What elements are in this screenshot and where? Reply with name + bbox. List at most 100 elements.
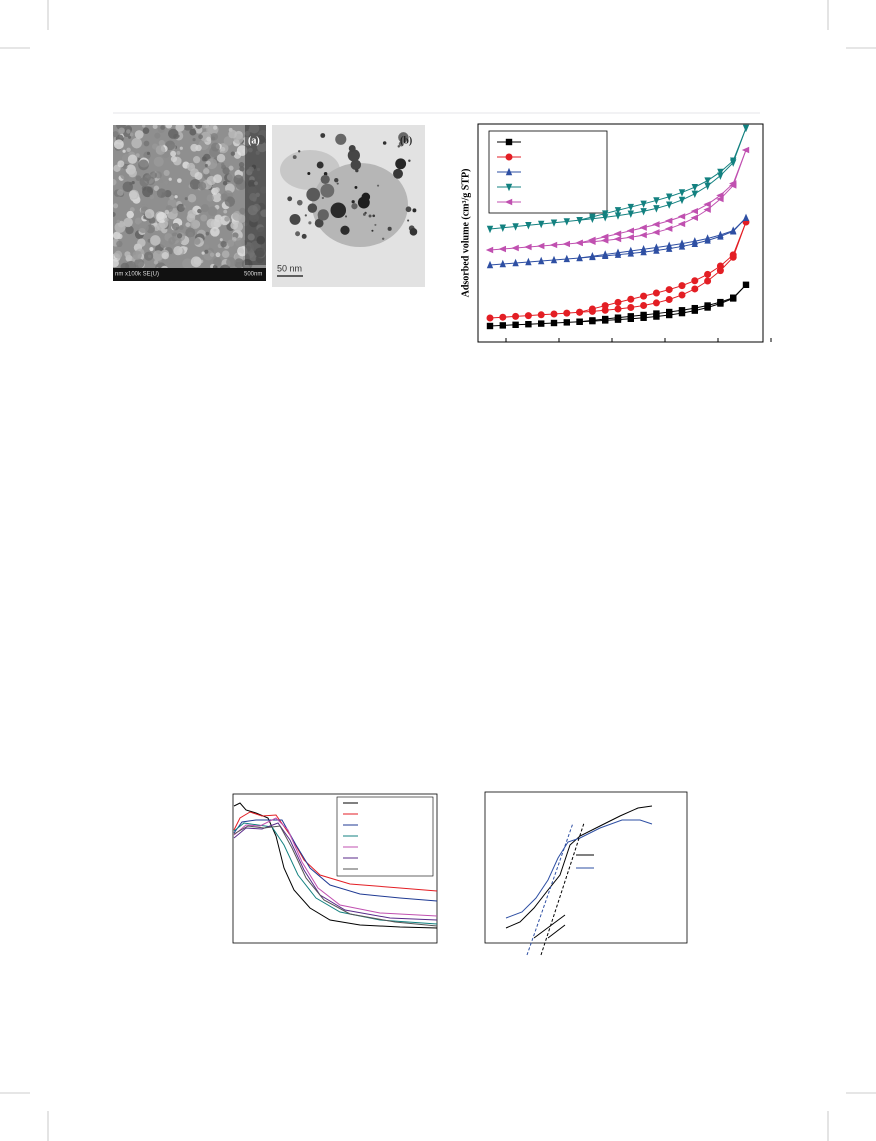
grain bbox=[234, 237, 245, 247]
isotherm-marker bbox=[666, 193, 673, 201]
isotherm-marker bbox=[511, 244, 519, 252]
isotherm-marker bbox=[639, 224, 647, 231]
grain bbox=[223, 136, 234, 146]
isotherm-marker bbox=[613, 230, 622, 237]
isotherm-marker bbox=[537, 242, 545, 250]
grain bbox=[176, 233, 183, 239]
grain bbox=[183, 246, 188, 251]
legend-marker bbox=[505, 138, 513, 146]
grain bbox=[210, 227, 220, 237]
grain bbox=[134, 217, 143, 225]
grain bbox=[143, 140, 150, 147]
particle bbox=[409, 228, 418, 236]
grain bbox=[150, 235, 161, 246]
grain bbox=[117, 160, 125, 168]
isotherm-marker bbox=[588, 236, 596, 244]
isotherm-marker bbox=[704, 182, 711, 191]
grain bbox=[203, 243, 210, 250]
isotherm-marker bbox=[499, 259, 506, 268]
grain bbox=[144, 209, 155, 219]
tem-image bbox=[272, 125, 425, 287]
particle bbox=[335, 133, 347, 145]
isotherm-marker bbox=[486, 260, 494, 269]
isotherm-marker bbox=[550, 310, 558, 318]
grain bbox=[200, 214, 208, 222]
isotherm-marker bbox=[602, 315, 609, 323]
sem-image bbox=[113, 125, 266, 281]
particle bbox=[355, 168, 359, 173]
grain bbox=[206, 136, 212, 142]
grain bbox=[206, 194, 214, 202]
sem-scale: 500nm bbox=[244, 272, 262, 278]
grain bbox=[152, 125, 158, 130]
grain bbox=[190, 143, 199, 152]
isotherm-marker bbox=[730, 294, 737, 301]
particle bbox=[320, 133, 326, 138]
isotherm-marker bbox=[691, 304, 698, 312]
particle bbox=[304, 214, 307, 217]
grain bbox=[114, 221, 126, 233]
grain bbox=[197, 181, 207, 191]
isotherm-marker bbox=[550, 219, 558, 227]
isotherm-marker bbox=[550, 319, 558, 327]
grain bbox=[222, 180, 228, 186]
grain bbox=[228, 165, 234, 171]
grain bbox=[128, 135, 132, 139]
sem-info: nm x100k SE(U) bbox=[115, 272, 159, 278]
grain bbox=[192, 138, 196, 142]
particle bbox=[351, 200, 355, 204]
isotherm-marker bbox=[525, 257, 532, 266]
particle bbox=[298, 150, 301, 153]
grain bbox=[220, 146, 226, 152]
grain bbox=[171, 207, 178, 214]
grain bbox=[221, 250, 230, 259]
isotherm-marker bbox=[703, 201, 711, 208]
particle bbox=[314, 218, 324, 228]
grain bbox=[173, 245, 183, 256]
isotherm-marker bbox=[690, 214, 698, 221]
isotherm-marker bbox=[627, 313, 634, 320]
isotherm-marker bbox=[653, 243, 660, 251]
isotherm-marker bbox=[690, 207, 698, 215]
isotherm-marker bbox=[602, 214, 609, 222]
particle bbox=[372, 214, 376, 218]
grain bbox=[222, 167, 230, 175]
isotherm-marker bbox=[639, 231, 647, 239]
isotherm-marker bbox=[678, 239, 686, 247]
grain bbox=[239, 207, 246, 215]
isotherm-marker bbox=[602, 210, 609, 218]
grain bbox=[194, 171, 203, 180]
grain bbox=[163, 169, 170, 177]
particle bbox=[320, 174, 330, 184]
panel-label: (b) bbox=[400, 135, 412, 146]
particle bbox=[336, 182, 339, 185]
particle bbox=[382, 141, 387, 145]
grain bbox=[213, 257, 222, 267]
grain bbox=[153, 260, 159, 265]
isotherm-marker bbox=[704, 177, 711, 185]
grain bbox=[149, 246, 154, 252]
particle bbox=[350, 159, 362, 171]
grain bbox=[213, 219, 222, 228]
grain bbox=[165, 140, 176, 151]
particle bbox=[307, 203, 318, 213]
particle bbox=[321, 196, 324, 200]
grain bbox=[230, 221, 239, 230]
particle bbox=[306, 187, 321, 202]
grain bbox=[128, 190, 138, 199]
grain bbox=[220, 240, 227, 248]
grain bbox=[170, 155, 178, 163]
isotherm-marker bbox=[499, 224, 506, 232]
grain bbox=[156, 222, 166, 231]
isotherm-marker bbox=[652, 229, 660, 236]
grain bbox=[193, 156, 201, 164]
grain bbox=[205, 231, 210, 236]
isotherm-marker bbox=[691, 190, 698, 198]
grain bbox=[149, 194, 155, 200]
tauc-curves bbox=[505, 805, 653, 956]
isotherm-marker bbox=[677, 220, 686, 228]
particle bbox=[381, 237, 385, 240]
particle bbox=[348, 144, 356, 152]
particle bbox=[362, 212, 366, 216]
